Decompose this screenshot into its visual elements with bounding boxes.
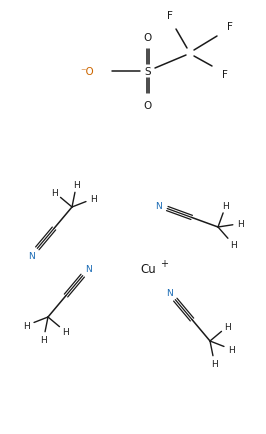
Text: N: N xyxy=(85,265,92,273)
Text: H: H xyxy=(51,188,58,197)
Text: +: + xyxy=(160,258,168,268)
Text: N: N xyxy=(166,289,173,298)
Text: N: N xyxy=(155,201,162,210)
Text: H: H xyxy=(90,195,97,204)
Text: ⁻O: ⁻O xyxy=(80,67,94,77)
Text: H: H xyxy=(40,335,47,344)
Text: H: H xyxy=(73,181,80,190)
Text: N: N xyxy=(28,251,35,260)
Text: H: H xyxy=(211,359,218,368)
Text: Cu: Cu xyxy=(140,263,156,276)
Text: O: O xyxy=(144,101,152,111)
Text: H: H xyxy=(23,321,30,330)
Text: O: O xyxy=(144,33,152,43)
Text: S: S xyxy=(145,67,151,77)
Text: F: F xyxy=(222,70,228,80)
Text: H: H xyxy=(62,328,69,336)
Text: H: H xyxy=(230,240,236,249)
Text: H: H xyxy=(224,322,231,331)
Text: H: H xyxy=(237,220,244,229)
Text: H: H xyxy=(228,345,235,354)
Text: F: F xyxy=(227,22,233,32)
Text: F: F xyxy=(167,11,173,21)
Text: H: H xyxy=(222,201,229,210)
